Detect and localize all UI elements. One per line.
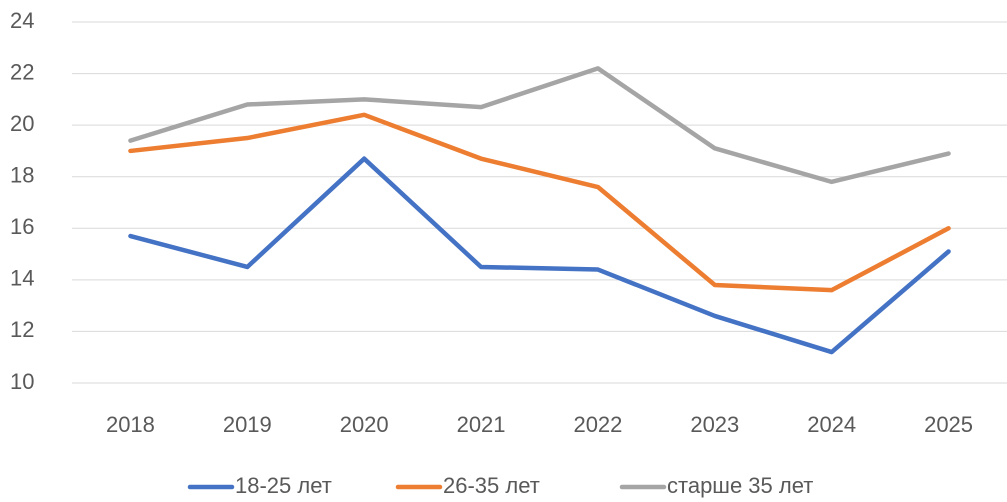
series-line bbox=[128, 156, 951, 355]
x-tick-label: 2021 bbox=[457, 412, 506, 437]
y-tick-label: 14 bbox=[10, 266, 34, 291]
series-line bbox=[128, 112, 951, 293]
x-tick-label: 2025 bbox=[924, 412, 973, 437]
y-tick-label: 24 bbox=[10, 8, 34, 33]
legend-label: старше 35 лет bbox=[667, 473, 813, 498]
legend-label: 26-35 лет bbox=[443, 473, 540, 498]
y-tick-label: 22 bbox=[10, 59, 34, 84]
y-tick-label: 20 bbox=[10, 111, 34, 136]
y-tick-label: 16 bbox=[10, 214, 34, 239]
y-tick-label: 18 bbox=[10, 163, 34, 188]
y-tick-label: 12 bbox=[10, 317, 34, 342]
x-tick-label: 2018 bbox=[106, 412, 155, 437]
x-tick-label: 2024 bbox=[807, 412, 856, 437]
x-tick-label: 2020 bbox=[340, 412, 389, 437]
x-tick-label: 2022 bbox=[573, 412, 622, 437]
legend-label: 18-25 лет bbox=[235, 473, 332, 498]
x-tick-label: 2019 bbox=[223, 412, 272, 437]
y-tick-label: 10 bbox=[10, 369, 34, 394]
series-line bbox=[128, 66, 951, 185]
x-tick-label: 2023 bbox=[690, 412, 739, 437]
